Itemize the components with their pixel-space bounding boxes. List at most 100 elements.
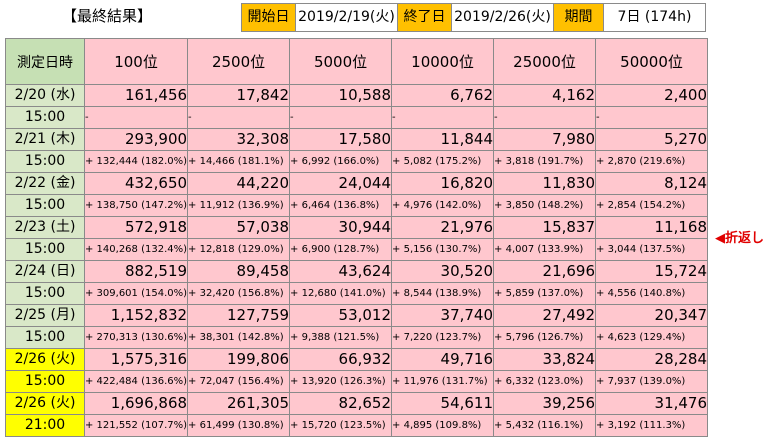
start-date-label: 開始日 [241,3,296,32]
rank-delta: + 3,192 (111.3%) [595,414,709,437]
rank-delta: + 2,870 (219.6%) [595,150,709,173]
table-row: 21:00 + 121,552 (107.7%) + 61,499 (130.8%)… [5,414,709,437]
row-time: 15:00 [5,326,85,349]
rank-value: 39,256 [493,392,597,415]
rank-value: 27,492 [493,304,597,327]
rank-value: 28,284 [595,348,709,371]
rank-value: 37,740 [391,304,495,327]
rank-delta: + 4,895 (109.8%) [391,414,495,437]
end-date-label: 終了日 [397,3,452,32]
rank-delta: + 6,464 (136.8%) [289,194,393,217]
table-row: 2/26 (火) 1,575,316 199,806 66,932 49,716 33,8… [5,348,709,371]
rank-delta: + 4,976 (142.0%) [391,194,495,217]
rank-delta: + 7,937 (139.0%) [595,370,709,393]
rank-value: 6,762 [391,84,495,107]
rank-delta: - [83,106,189,129]
end-date-value: 2019/2/26(火) [451,3,554,32]
rank-delta: + 132,444 (182.0%) [83,150,189,173]
rank-delta: + 13,920 (126.3%) [289,370,393,393]
rank-delta: + 12,680 (141.0%) [289,282,393,305]
rank-delta: + 6,992 (166.0%) [289,150,393,173]
rank-delta: + 5,432 (116.1%) [493,414,597,437]
rank-value: 10,588 [289,84,393,107]
table-row: 15:00 + 270,313 (130.6%) + 38,301 (142.8%)… [5,326,709,349]
row-date: 2/24 (日) [5,260,85,283]
rank-delta: + 5,156 (130.7%) [391,238,495,261]
table-row: 2/20 (水) 161,456 17,842 10,588 6,762 4,162 2,4… [5,84,709,107]
rank-delta: + 14,466 (181.1%) [187,150,291,173]
rank-delta: + 140,268 (132.4%) [83,238,189,261]
rank-value: 53,012 [289,304,393,327]
rank-delta: + 32,420 (156.8%) [187,282,291,305]
rank-value: 31,476 [595,392,709,415]
rank-delta: - [595,106,709,129]
rank-delta: + 2,854 (154.2%) [595,194,709,217]
rank-delta: + 3,818 (191.7%) [493,150,597,173]
rank-value: 293,900 [83,128,189,151]
row-time: 15:00 [5,238,85,261]
table-row: 15:00 + 140,268 (132.4%) + 12,818 (129.0%)… [5,238,709,261]
column-header: 25000位 [493,38,597,85]
rank-value: 82,652 [289,392,393,415]
row-time: 15:00 [5,150,85,173]
sheet-title: 【最終結果】 [62,7,153,25]
row-time: 15:00 [5,370,85,393]
table-row: 2/21 (木) 293,900 32,308 17,580 11,844 7,980 5,… [5,128,709,151]
rank-value: 24,044 [289,172,393,195]
rank-value: 127,759 [187,304,291,327]
column-header-row: 測定日時 100位 2500位 5000位 10000位 25000位 5000… [5,38,709,85]
column-header: 2500位 [187,38,291,85]
rank-delta: + 8,544 (138.9%) [391,282,495,305]
table-row: 15:00- - - - - - [5,106,709,129]
period-value: 7日 (174h) [603,3,706,32]
row-time: 15:00 [5,282,85,305]
row-time: 21:00 [5,414,85,437]
rank-value: 15,724 [595,260,709,283]
rank-value: 30,944 [289,216,393,239]
rank-delta: + 5,859 (137.0%) [493,282,597,305]
table-row: 15:00 + 132,444 (182.0%) + 14,466 (181.1%)… [5,150,709,173]
rank-delta: + 11,912 (136.9%) [187,194,291,217]
row-date: 2/25 (月) [5,304,85,327]
table-row: 2/23 (土) 572,918 57,038 30,944 21,976 15,837 1… [5,216,709,239]
table-body: 2/20 (水) 161,456 17,842 10,588 6,762 4,162 2,4… [5,84,709,437]
rank-value: 1,152,832 [83,304,189,327]
rank-delta: + 309,601 (154.0%) [83,282,189,305]
row-date: 2/26 (火) [5,348,85,371]
rank-value: 7,980 [493,128,597,151]
row-date: 2/26 (火) [5,392,85,415]
table-row: 15:00 + 138,750 (147.2%) + 11,912 (136.9%)… [5,194,709,217]
rank-value: 5,270 [595,128,709,151]
rank-delta: + 5,082 (175.2%) [391,150,495,173]
rank-delta: + 4,623 (129.4%) [595,326,709,349]
rank-delta: + 11,976 (131.7%) [391,370,495,393]
row-time: 15:00 [5,194,85,217]
rank-value: 11,830 [493,172,597,195]
rank-value: 11,168 [595,216,709,239]
rank-value: 882,519 [83,260,189,283]
rank-delta: + 15,720 (123.5%) [289,414,393,437]
rank-value: 1,696,868 [83,392,189,415]
rank-delta: - [187,106,291,129]
column-header: 100位 [83,38,189,85]
rank-value: 21,976 [391,216,495,239]
rank-value: 572,918 [83,216,189,239]
rank-value: 161,456 [83,84,189,107]
rank-value: 33,824 [493,348,597,371]
rank-value: 432,650 [83,172,189,195]
ranking-table: 測定日時 100位 2500位 5000位 10000位 25000位 5000… [5,38,709,437]
table-row: 2/24 (日) 882,519 89,458 43,624 30,520 21,696 1… [5,260,709,283]
rank-value: 49,716 [391,348,495,371]
rank-delta: + 72,047 (156.4%) [187,370,291,393]
rank-value: 43,624 [289,260,393,283]
row-time: 15:00 [5,106,85,129]
rank-value: 57,038 [187,216,291,239]
rank-delta: + 5,796 (126.7%) [493,326,597,349]
rank-delta: + 270,313 (130.6%) [83,326,189,349]
table-row: 2/22 (金) 432,650 44,220 24,044 16,820 11,830 8… [5,172,709,195]
rank-value: 1,575,316 [83,348,189,371]
rank-delta: + 138,750 (147.2%) [83,194,189,217]
rank-value: 54,611 [391,392,495,415]
rank-delta: + 38,301 (142.8%) [187,326,291,349]
